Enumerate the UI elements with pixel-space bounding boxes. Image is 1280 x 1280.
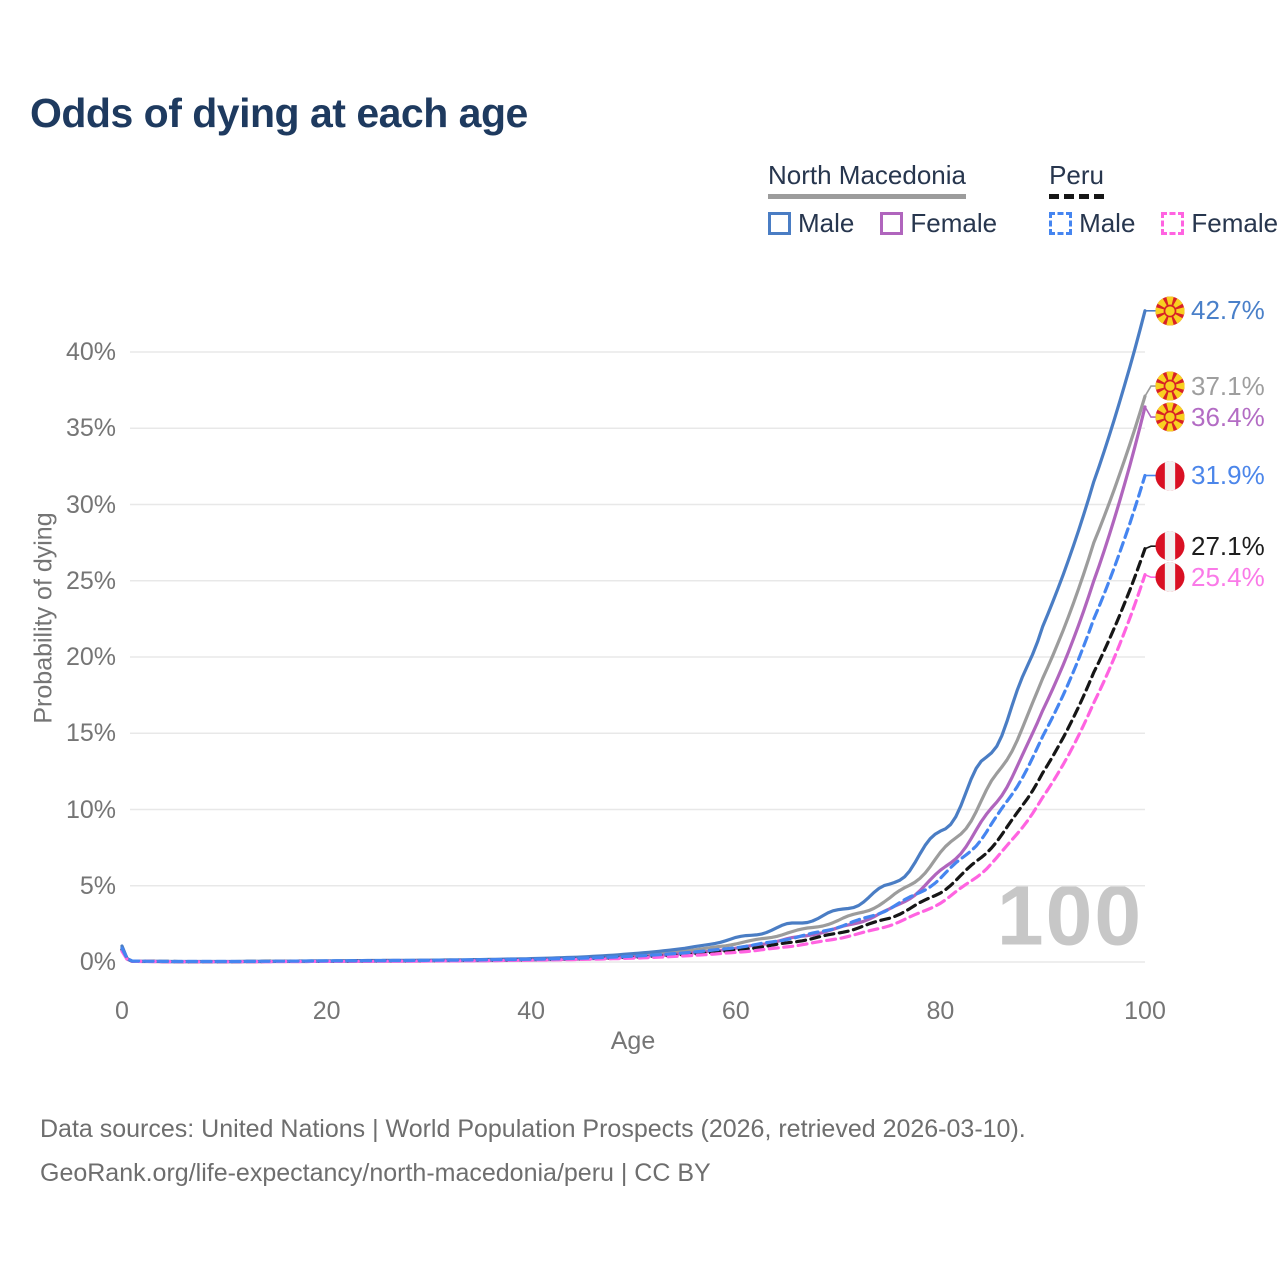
end-label-north-macedonia-male: 42.7%: [1155, 295, 1265, 326]
end-label-value: 37.1%: [1191, 370, 1265, 401]
y-axis-tick-label: 35%: [65, 414, 116, 443]
label-connector: [1144, 385, 1157, 397]
series-line-peru-male[interactable]: [120, 473, 1147, 964]
north-macedonia-flag-icon: [1155, 296, 1185, 326]
legend-item-north-macedonia-male[interactable]: Male: [768, 208, 854, 239]
peru-flag-icon: [1155, 460, 1185, 491]
x-axis-tick-label: 80: [926, 997, 955, 1025]
peru-flag-icon: [1155, 562, 1185, 592]
legend: North Macedonia Male Female Peru Male: [768, 160, 1278, 239]
series-line-peru[interactable]: [120, 547, 1147, 964]
legend-group-title-peru[interactable]: Peru: [1049, 160, 1104, 199]
end-label-value: 36.4%: [1191, 401, 1265, 432]
legend-items-north-macedonia: Male Female: [768, 208, 997, 239]
end-label-value: 42.7%: [1191, 295, 1265, 326]
chart-title: Odds of dying at each age: [30, 90, 528, 136]
north-macedonia-flag-icon: [1155, 402, 1185, 432]
y-axis-tick-label: 0%: [79, 948, 116, 976]
y-axis-tick-label: 25%: [65, 566, 116, 595]
x-axis-title: Age: [610, 1027, 656, 1055]
legend-item-label: Male: [1079, 208, 1136, 238]
x-axis-tick-label: 60: [721, 997, 750, 1025]
end-label-value: 27.1%: [1191, 530, 1265, 561]
legend-item-peru-male[interactable]: Male: [1049, 208, 1135, 239]
watermark-age-100: 100: [996, 868, 1144, 963]
y-axis-tick-label: 30%: [65, 490, 116, 519]
series-line-north-macedonia[interactable]: [120, 394, 1147, 964]
y-axis-tick-label: 5%: [79, 871, 116, 900]
x-axis-tick-label: 20: [312, 997, 341, 1025]
label-connector: [1144, 406, 1157, 418]
legend-item-label: Female: [910, 208, 998, 238]
legend-items-peru: Male Female: [1049, 208, 1278, 239]
y-axis-tick-label: 20%: [65, 643, 116, 671]
end-label-north-macedonia-female: 36.4%: [1155, 402, 1265, 432]
series-line-peru-female[interactable]: [120, 573, 1147, 964]
end-label-peru-female: 25.4%: [1155, 562, 1265, 592]
y-axis-tick-label: 40%: [65, 338, 116, 366]
peru-female-swatch-icon: [1161, 212, 1185, 235]
end-label-value: 31.9%: [1191, 460, 1265, 491]
end-label-peru-male: 31.9%: [1155, 460, 1265, 491]
north-macedonia-flag-icon: [1155, 371, 1185, 401]
footer-attribution-link: GeoRank.org/life-expectancy/north-macedo…: [40, 1159, 711, 1187]
footer: Data sources: United Nations | World Pop…: [40, 1107, 1026, 1195]
legend-item-peru-female[interactable]: Female: [1161, 208, 1278, 239]
end-label-peru: 27.1%: [1155, 531, 1265, 561]
x-axis-tick-label: 0: [115, 997, 129, 1025]
peru-male-swatch-icon: [1049, 212, 1073, 235]
end-label-north-macedonia: 37.1%: [1155, 371, 1265, 401]
x-axis-tick-label: 100: [1124, 997, 1166, 1025]
x-axis-tick-label: 40: [517, 997, 546, 1025]
legend-item-label: Male: [798, 208, 855, 238]
y-axis-tick-label: 10%: [65, 795, 116, 824]
label-connector: [1144, 545, 1157, 550]
legend-item-label: Female: [1191, 208, 1279, 238]
series-line-north-macedonia-male[interactable]: [120, 309, 1147, 964]
series-line-north-macedonia-female[interactable]: [120, 405, 1147, 964]
legend-group-peru: Peru Male Female: [1049, 160, 1278, 239]
legend-group-north-macedonia: North Macedonia Male Female: [768, 160, 997, 239]
north-macedonia-female-swatch-icon: [880, 212, 904, 235]
label-connector: [1144, 573, 1157, 578]
footer-data-sources: Data sources: United Nations | World Pop…: [40, 1115, 1026, 1143]
y-axis-tick-label: 15%: [65, 719, 116, 748]
north-macedonia-male-swatch-icon: [768, 212, 791, 235]
peru-flag-icon: [1155, 531, 1185, 561]
legend-group-title-north-macedonia[interactable]: North Macedonia: [768, 160, 966, 199]
end-label-value: 25.4%: [1191, 561, 1265, 592]
legend-item-north-macedonia-female[interactable]: Female: [880, 208, 997, 239]
